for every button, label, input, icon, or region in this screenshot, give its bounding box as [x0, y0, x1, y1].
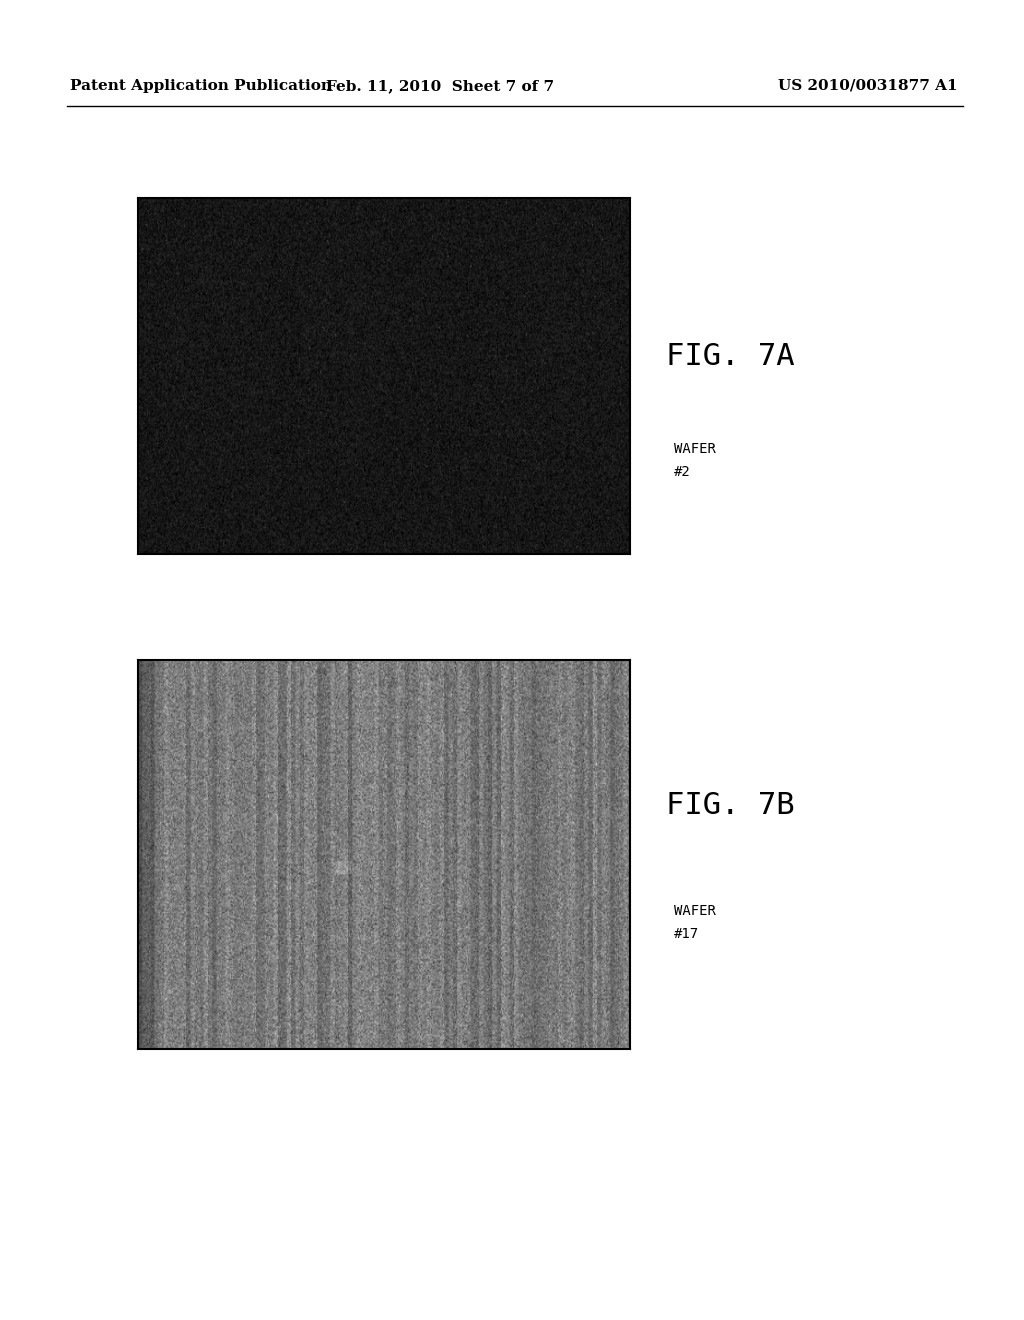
Text: Feb. 11, 2010  Sheet 7 of 7: Feb. 11, 2010 Sheet 7 of 7 [327, 79, 554, 92]
Text: Patent Application Publication: Patent Application Publication [70, 79, 332, 92]
Text: WAFER
#17: WAFER #17 [674, 904, 716, 941]
Text: WAFER
#2: WAFER #2 [674, 442, 716, 479]
Text: FIG. 7B: FIG. 7B [666, 791, 795, 820]
Text: FIG. 7A: FIG. 7A [666, 342, 795, 371]
Text: US 2010/0031877 A1: US 2010/0031877 A1 [778, 79, 957, 92]
